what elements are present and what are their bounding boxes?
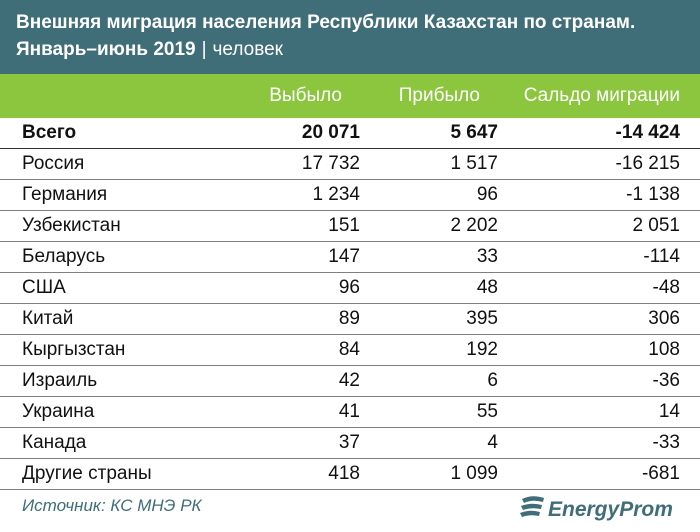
country-cell: Германия [0, 179, 252, 211]
out-cell: 37 [252, 427, 360, 459]
subtitle: Январь–июнь 2019 | человек [16, 36, 684, 64]
net-cell: -681 [498, 458, 700, 490]
country-cell: Китай [0, 303, 252, 335]
column-header-net: Сальдо миграции [523, 85, 680, 106]
country-cell: Всего [0, 118, 252, 149]
net-cell: -36 [498, 365, 700, 397]
country-cell: Украина [0, 396, 252, 428]
migration-table: Всего 20 071 5 647 -14 424 Россия 17 732… [0, 118, 700, 490]
net-cell: -33 [498, 427, 700, 459]
in-cell: 395 [360, 303, 498, 335]
country-cell: Узбекистан [0, 210, 252, 242]
country-cell: США [0, 272, 252, 304]
net-cell: 14 [498, 396, 700, 428]
net-cell: -1 138 [498, 179, 700, 211]
in-cell: 5 647 [360, 118, 498, 149]
out-cell: 41 [252, 396, 360, 428]
country-cell: Другие страны [0, 458, 252, 490]
country-cell: Россия [0, 148, 252, 180]
net-cell: 2 051 [498, 210, 700, 242]
out-cell: 151 [252, 210, 360, 242]
out-cell: 418 [252, 458, 360, 490]
out-cell: 84 [252, 334, 360, 366]
in-cell: 4 [360, 427, 498, 459]
footer: Источник: КС МНЭ РК EnergyProm [0, 483, 700, 532]
net-cell: -14 424 [498, 118, 700, 149]
table-row: Германия 1 234 96 -1 138 [0, 179, 700, 211]
in-cell: 192 [360, 334, 498, 366]
unit-label: человек [212, 39, 283, 60]
column-header-in: Прибыло [398, 85, 480, 106]
out-cell: 96 [252, 272, 360, 304]
net-cell: -114 [498, 241, 700, 273]
table-row: Канада 37 4 -33 [0, 427, 700, 459]
period-label: Январь–июнь 2019 [16, 39, 196, 60]
out-cell: 1 234 [252, 179, 360, 211]
country-cell: Канада [0, 427, 252, 459]
in-cell: 96 [360, 179, 498, 211]
energyprom-logo-icon [520, 496, 544, 517]
table-row-total: Всего 20 071 5 647 -14 424 [0, 118, 700, 149]
energyprom-logo: EnergyProm [518, 489, 688, 529]
table-row: Беларусь 147 33 -114 [0, 241, 700, 273]
in-cell: 6 [360, 365, 498, 397]
title: Внешняя миграция населения Республики Ка… [16, 12, 636, 33]
table-row: США 96 48 -48 [0, 272, 700, 304]
country-cell: Израиль [0, 365, 252, 397]
table-row: Кыргызстан 84 192 108 [0, 334, 700, 366]
table-row: Другие страны 418 1 099 -681 [0, 458, 700, 490]
column-header-out: Выбыло [269, 85, 342, 106]
source-note: Источник: КС МНЭ РК [22, 496, 202, 515]
table-row: Россия 17 732 1 517 -16 215 [0, 148, 700, 180]
in-cell: 33 [360, 241, 498, 273]
table-row: Украина 41 55 14 [0, 396, 700, 428]
net-cell: 306 [498, 303, 700, 335]
in-cell: 55 [360, 396, 498, 428]
in-cell: 1 517 [360, 148, 498, 180]
country-cell: Беларусь [0, 241, 252, 273]
in-cell: 48 [360, 272, 498, 304]
table-row: Израиль 42 6 -36 [0, 365, 700, 397]
out-cell: 147 [252, 241, 360, 273]
out-cell: 17 732 [252, 148, 360, 180]
net-cell: -48 [498, 272, 700, 304]
logo-text: EnergyProm [548, 498, 673, 521]
net-cell: -16 215 [498, 148, 700, 180]
out-cell: 42 [252, 365, 360, 397]
out-cell: 20 071 [252, 118, 360, 149]
table-row: Китай 89 395 306 [0, 303, 700, 335]
out-cell: 89 [252, 303, 360, 335]
net-cell: 108 [498, 334, 700, 366]
title-bar: Внешняя миграция населения Республики Ка… [0, 0, 700, 74]
title-separator: | [201, 39, 207, 60]
column-header-row: Выбыло Прибыло Сальдо миграции [0, 74, 700, 118]
table-row: Узбекистан 151 2 202 2 051 [0, 210, 700, 242]
country-cell: Кыргызстан [0, 334, 252, 366]
in-cell: 1 099 [360, 458, 498, 490]
in-cell: 2 202 [360, 210, 498, 242]
